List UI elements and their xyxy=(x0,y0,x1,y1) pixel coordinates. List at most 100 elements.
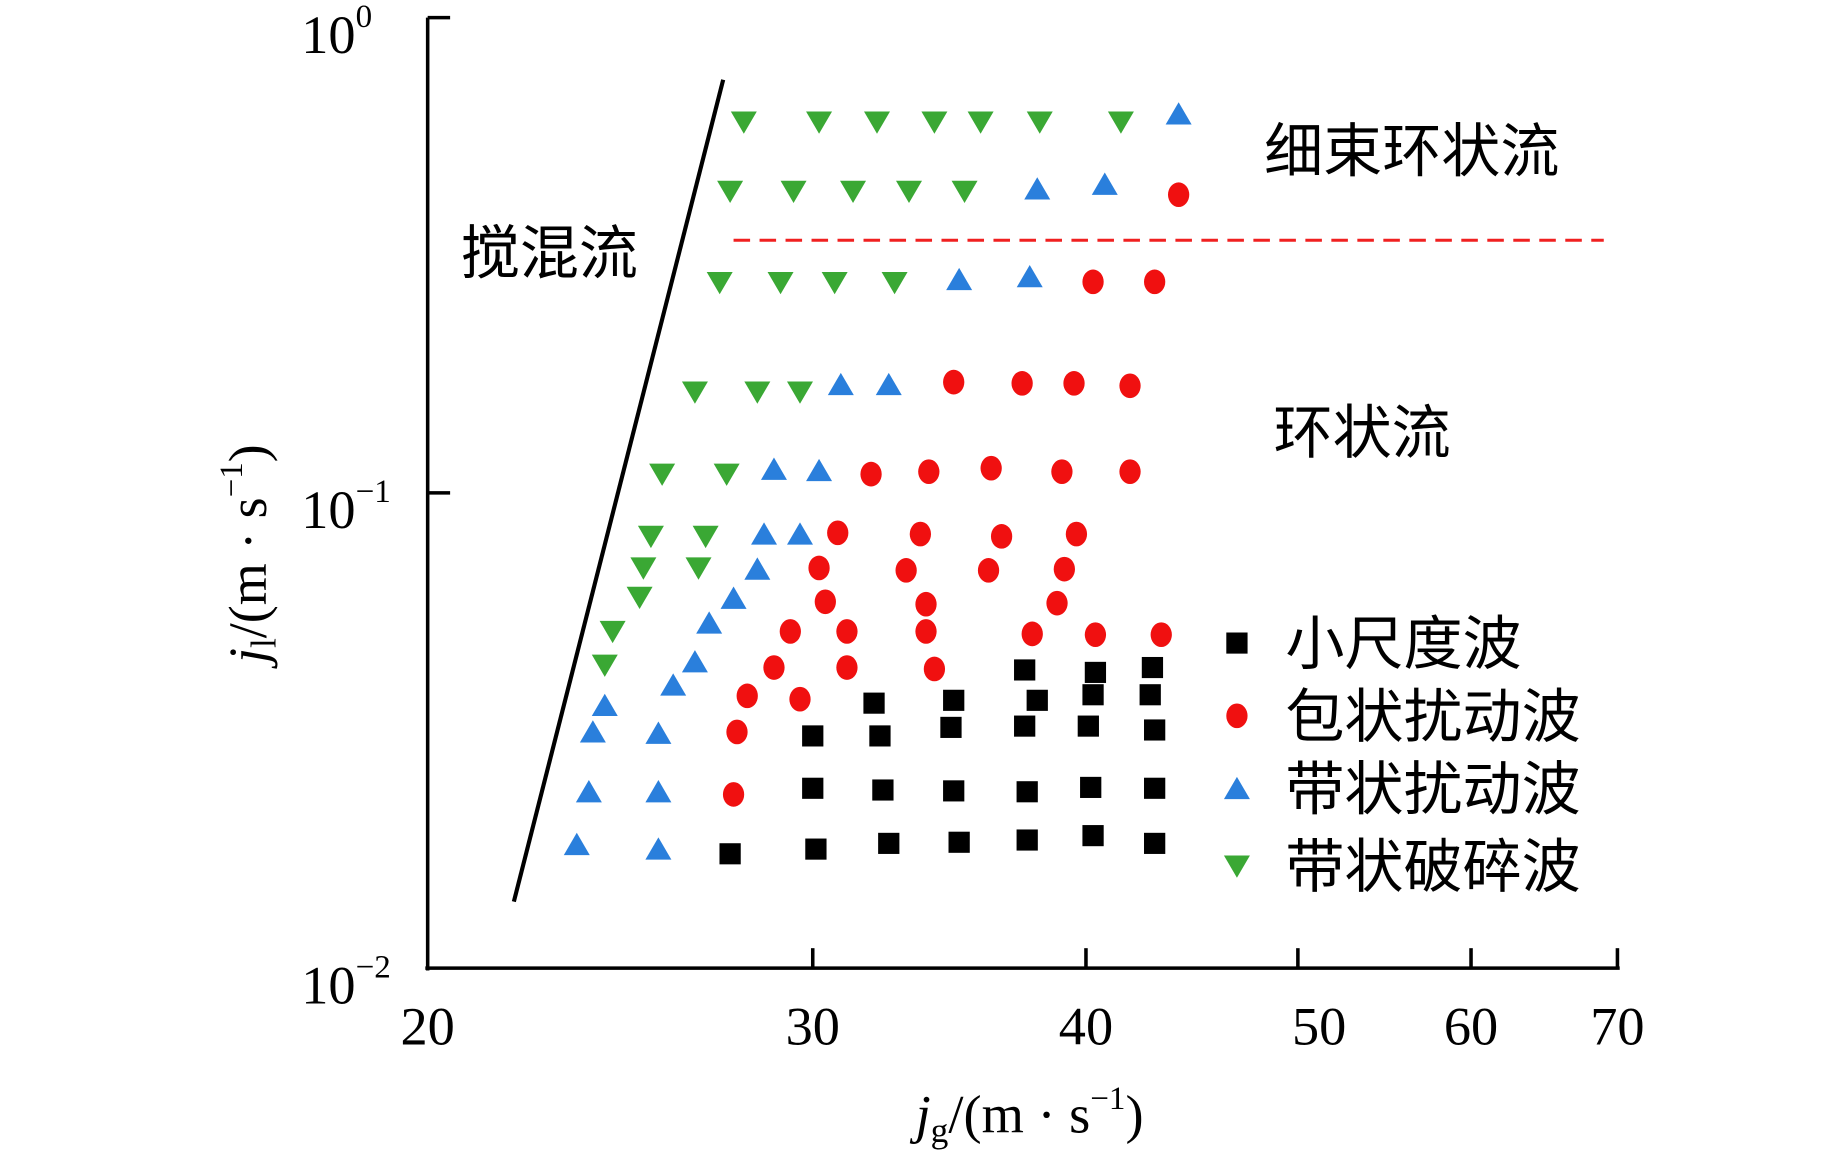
triangle-up-data-point xyxy=(563,832,590,856)
triangle-down-data-point xyxy=(921,111,948,134)
circle-data-point xyxy=(990,524,1013,549)
circle-data-point xyxy=(1051,459,1073,485)
circle-data-point xyxy=(1011,371,1033,396)
y-tick-label: 10−2 xyxy=(301,950,391,1016)
triangle-up-data-point xyxy=(1091,172,1118,195)
circle-data-point xyxy=(827,520,849,546)
circle-data-point xyxy=(860,461,882,487)
triangle-down-data-point xyxy=(717,180,744,204)
square-data-point xyxy=(719,843,741,865)
triangle-down-data-point xyxy=(706,272,733,295)
circle-data-point xyxy=(977,558,1000,583)
triangle-down-data-point xyxy=(806,111,833,134)
triangle-down-data-point xyxy=(744,381,771,404)
square-data-point xyxy=(943,689,965,711)
x-tick-label: 70 xyxy=(1590,997,1644,1057)
circle-data-point xyxy=(1082,269,1104,295)
square-data-point xyxy=(805,838,827,860)
boundary-lines xyxy=(511,79,1604,903)
legend-label: 小尺度波 xyxy=(1285,612,1521,677)
legend-marker-circle xyxy=(1226,703,1248,729)
circle-data-point xyxy=(722,782,745,807)
circle-data-point xyxy=(918,459,940,485)
legend-marker-triangle-down xyxy=(1223,855,1250,878)
square-data-point xyxy=(802,777,824,799)
triangle-down-data-point xyxy=(1026,111,1053,134)
triangle-down-data-point xyxy=(591,654,618,677)
triangle-down-data-point xyxy=(864,111,890,134)
legend-label: 包状扰动波 xyxy=(1285,685,1580,750)
circle-data-point xyxy=(836,655,858,680)
square-data-point xyxy=(1014,659,1036,681)
triangle-up-data-point xyxy=(660,673,687,696)
triangle-down-data-point xyxy=(649,463,676,486)
circle-data-point xyxy=(980,455,1002,481)
triangle-down-data-point xyxy=(881,272,908,295)
circle-data-point xyxy=(1021,621,1043,647)
square-data-point xyxy=(943,780,965,802)
square-data-point xyxy=(1077,715,1099,737)
circle-data-point xyxy=(1119,373,1141,399)
y-tick-base: 10 xyxy=(301,480,355,540)
square-data-point xyxy=(1141,656,1164,679)
circle-data-point xyxy=(909,521,932,547)
triangle-down-data-point xyxy=(967,111,994,134)
square-data-point xyxy=(940,716,962,738)
triangle-up-data-point xyxy=(1024,177,1051,200)
y-tick-exponent: −1 xyxy=(356,474,391,510)
legend-label: 带状扰动波 xyxy=(1285,758,1580,823)
triangle-up-data-point xyxy=(645,721,672,744)
square-data-point xyxy=(1144,777,1166,799)
annotation-wispy-annular-flow: 细束环状流 xyxy=(1264,120,1559,185)
legend-marker-square xyxy=(1226,632,1248,654)
square-data-point xyxy=(1016,781,1038,803)
circle-data-point xyxy=(808,555,830,581)
triangle-up-data-point xyxy=(645,780,672,803)
square-data-point xyxy=(1016,829,1038,851)
y-tick-exponent: −2 xyxy=(356,950,391,986)
triangle-up-data-point xyxy=(579,720,606,743)
triangle-down-data-point xyxy=(626,586,653,609)
triangle-down-data-point xyxy=(840,180,867,204)
square-data-point xyxy=(869,725,891,747)
y-tick-label: 10−1 xyxy=(301,474,391,540)
square-data-point xyxy=(1080,776,1102,798)
triangle-up-data-point xyxy=(1165,102,1192,125)
triangle-up-data-point xyxy=(751,522,778,545)
triangle-down-data-point xyxy=(767,272,794,295)
triangle-up-data-point xyxy=(591,693,618,717)
triangle-up-data-point xyxy=(681,650,708,673)
triangle-up-data-point xyxy=(787,522,813,545)
y-tick-base: 10 xyxy=(301,5,355,65)
triangle-down-data-point xyxy=(681,381,708,404)
circle-data-point xyxy=(915,591,937,617)
y-tick-label: 100 xyxy=(301,0,372,65)
x-axis-label: jg/(m · s−1) xyxy=(910,1081,1144,1150)
circle-data-point xyxy=(763,655,785,680)
circle-data-point xyxy=(779,619,801,644)
x-tick-label: 30 xyxy=(786,997,840,1057)
circle-data-point xyxy=(1063,371,1085,396)
x-tick-label: 50 xyxy=(1292,997,1346,1057)
circle-data-point xyxy=(736,683,758,709)
triangle-down-data-point xyxy=(730,111,757,134)
circle-data-point xyxy=(943,369,965,395)
circle-data-point xyxy=(1053,556,1075,582)
triangle-up-data-point xyxy=(575,780,602,803)
circle-data-point xyxy=(1046,590,1068,616)
square-data-point xyxy=(1082,684,1104,706)
square-data-point xyxy=(872,779,894,801)
square-data-point xyxy=(802,725,824,747)
data-points xyxy=(563,102,1192,865)
circle-data-point xyxy=(836,619,858,644)
triangle-down-data-point xyxy=(780,180,807,204)
legend-marker-triangle-up xyxy=(1223,776,1250,800)
square-data-point xyxy=(863,692,885,714)
triangle-down-data-point xyxy=(692,525,719,549)
triangle-down-data-point xyxy=(685,557,712,580)
x-tick-label: 40 xyxy=(1059,997,1113,1057)
circle-data-point xyxy=(1168,182,1190,208)
circle-data-point xyxy=(1084,622,1107,648)
triangle-up-data-point xyxy=(760,457,787,480)
